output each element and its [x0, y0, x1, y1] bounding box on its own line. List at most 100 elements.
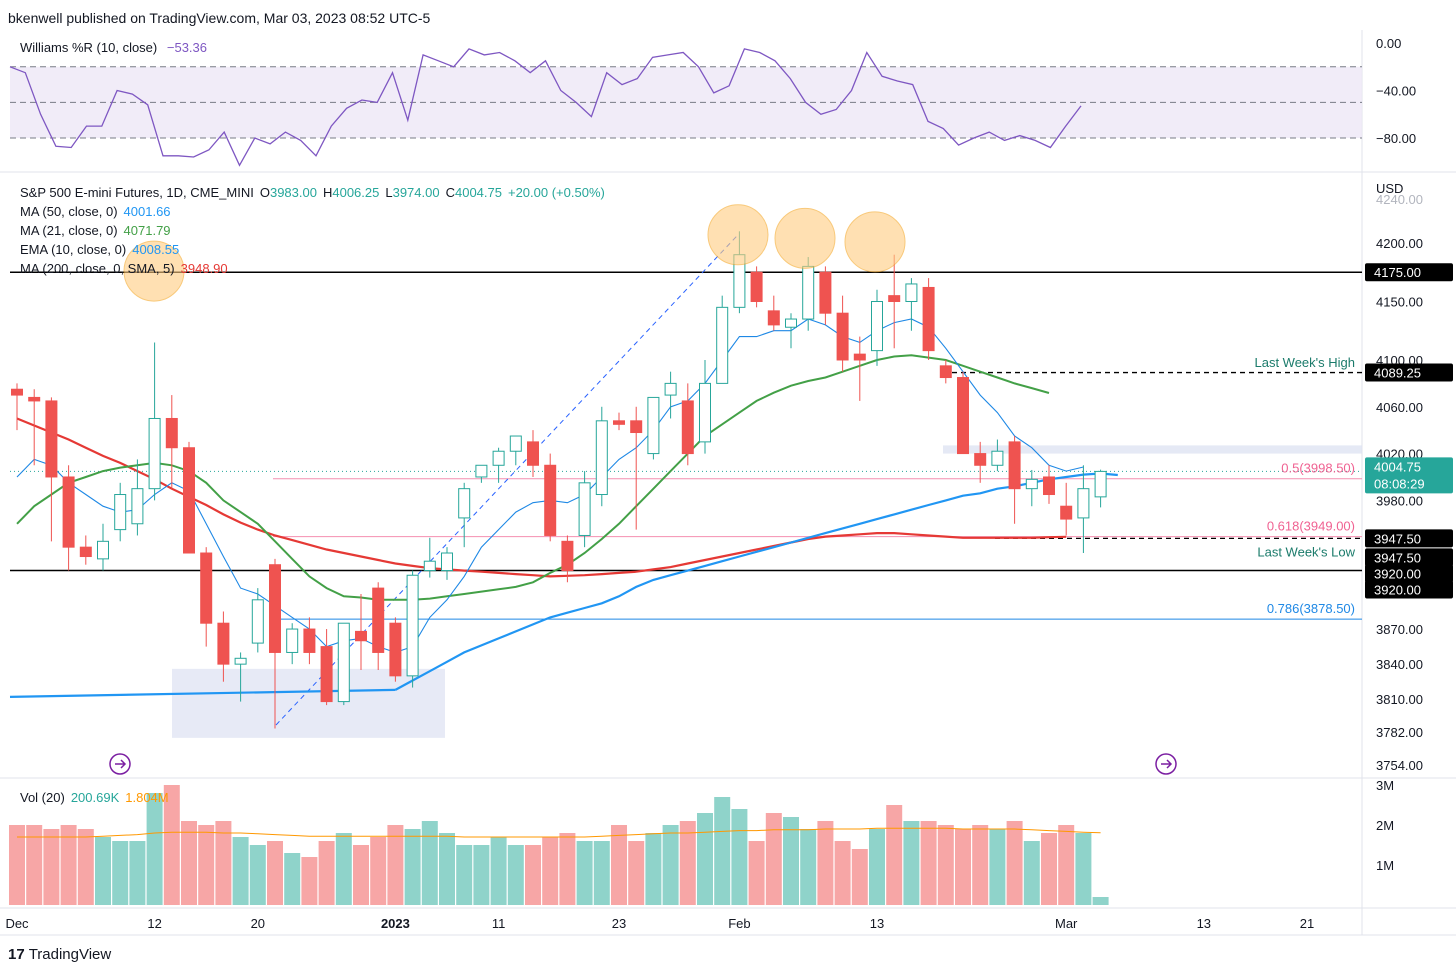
candle-body — [303, 628, 316, 653]
volume-bar — [903, 821, 920, 905]
replay-arrow-glyph-1 — [1161, 759, 1173, 769]
fib-trendline — [275, 234, 739, 726]
candle-body — [320, 646, 333, 703]
candle-body — [613, 420, 625, 425]
xaxis-label-3: 2023 — [381, 916, 410, 931]
candle-body — [664, 382, 677, 396]
candle-body — [750, 271, 763, 302]
volume-bar — [748, 841, 765, 905]
volume-value: 200.69K — [70, 790, 120, 805]
candle-body — [509, 435, 522, 452]
volume-bar — [387, 825, 404, 905]
price-badge-bg-0 — [1365, 263, 1453, 282]
volume-bar — [456, 845, 473, 905]
volume-tick-2: 1M — [1376, 858, 1394, 873]
last-week-low-label: Last Week's Low — [1257, 544, 1355, 559]
candle-body — [1025, 478, 1038, 490]
candle-body — [578, 482, 591, 536]
candle-body — [286, 628, 299, 653]
volume-bar — [525, 845, 541, 905]
published-header: bkenwell published on TradingView.com, M… — [8, 10, 431, 26]
candle-body — [458, 488, 471, 519]
price-tick-6: 3870.00 — [1376, 622, 1423, 637]
open-value: 3983.00 — [269, 185, 317, 200]
price-badge-bg-1 — [1365, 363, 1453, 382]
candle-body — [251, 599, 264, 644]
ema10-value: 4008.55 — [132, 242, 180, 257]
volume-bar — [112, 841, 129, 905]
volume-bar — [851, 849, 868, 905]
volume-bar — [662, 825, 679, 905]
last-week-high-label: Last Week's High — [1254, 355, 1355, 370]
volume-bar — [628, 841, 645, 905]
volume-bar — [181, 821, 197, 905]
volume-bar — [1006, 821, 1023, 905]
volume-bar — [249, 845, 266, 905]
volume-bar — [163, 785, 180, 905]
williams-title: Williams %R (10, close) — [20, 40, 158, 55]
price-badge-label-5: 3920.00 — [1374, 567, 1421, 582]
fib-0786-label: 0.786(3878.50) — [1267, 601, 1355, 616]
price-badge-label-0: 4175.00 — [1374, 265, 1421, 280]
volume-bar — [1023, 841, 1040, 905]
price-tick-5: 3980.00 — [1376, 493, 1423, 508]
candle-body — [337, 622, 350, 703]
candle-body — [957, 377, 969, 455]
volume-bar — [869, 829, 885, 905]
volume-bar — [920, 821, 937, 905]
candle-body — [62, 476, 75, 548]
price-badge-label-3: 3947.50 — [1374, 531, 1421, 546]
candle-body — [939, 365, 952, 379]
williams-tick-1: −40.00 — [1376, 84, 1416, 99]
ma21-value: 4071.79 — [123, 223, 171, 238]
volume-bar — [886, 805, 903, 905]
williams-legend: Williams %R (10, close) −53.36 — [20, 40, 213, 55]
candle-body — [165, 417, 178, 449]
volume-bar — [26, 825, 43, 905]
xaxis-label-6: Feb — [728, 916, 750, 931]
xaxis-label-5: 23 — [612, 916, 626, 931]
price-tick-3: 4060.00 — [1376, 400, 1423, 415]
volume-bar — [335, 833, 352, 905]
top-marker-circle-1 — [707, 204, 769, 266]
candle-body — [561, 540, 574, 572]
replay-arrow-glyph-0 — [115, 759, 127, 769]
volume-bar — [679, 821, 696, 905]
candle-body — [819, 271, 832, 314]
symbol-legend: S&P 500 E-mini Futures, 1D, CME_MINI O398… — [20, 185, 605, 200]
candle-body — [372, 587, 385, 653]
xaxis-label-2: 20 — [251, 916, 265, 931]
price-badge-bg-2 — [1365, 457, 1453, 494]
candle-body — [785, 318, 797, 328]
xaxis-label-7: 13 — [870, 916, 884, 931]
candle-body — [389, 622, 402, 677]
price-badge-bg-4 — [1365, 548, 1453, 567]
volume-bar — [439, 833, 455, 905]
volume-bar — [611, 825, 627, 905]
ma50-legend: MA (50, close, 0) 4001.66 — [20, 204, 171, 219]
candle-body — [630, 420, 643, 434]
volume-bar — [1092, 897, 1109, 905]
footer-brand[interactable]: 17 TradingView — [8, 946, 112, 963]
volume-ma-value: 1.804M — [125, 790, 169, 805]
candle-body — [234, 657, 247, 665]
volume-bar — [95, 837, 111, 905]
candle-body — [355, 630, 367, 642]
volume-bar — [318, 841, 335, 905]
volume-bar — [817, 821, 834, 905]
volume-bar — [800, 829, 817, 905]
candle-body — [406, 574, 419, 677]
candle-body — [131, 488, 144, 525]
candle-body — [1077, 488, 1090, 519]
volume-bar — [937, 825, 954, 905]
volume-bar — [1058, 825, 1075, 905]
price-tick-7: 3840.00 — [1376, 657, 1423, 672]
volume-bar — [77, 829, 94, 905]
candle-body — [871, 300, 883, 352]
price-badge-countdown-2: 08:08:29 — [1374, 476, 1425, 491]
candle-body — [423, 560, 436, 572]
candle-body — [269, 564, 281, 653]
candle-body — [1043, 476, 1055, 496]
volume-bar — [9, 825, 25, 905]
